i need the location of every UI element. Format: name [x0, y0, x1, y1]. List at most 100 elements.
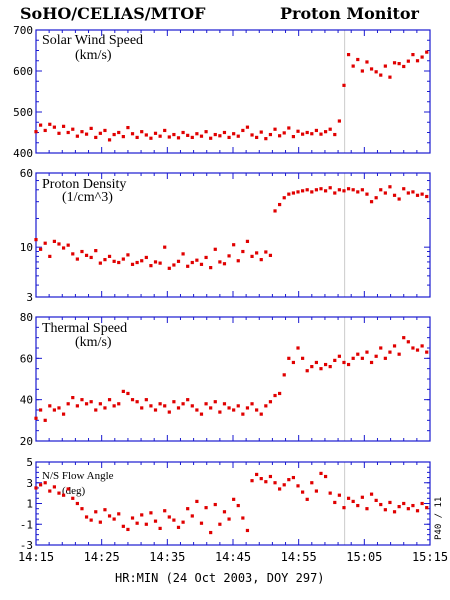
data-point: [117, 260, 121, 265]
panel-title: Solar Wind Speed: [42, 33, 143, 48]
data-point: [282, 373, 286, 377]
data-point: [158, 261, 162, 265]
data-point: [176, 525, 181, 529]
data-point: [158, 526, 162, 530]
data-point: [296, 484, 300, 488]
data-point: [213, 400, 217, 404]
data-point: [232, 243, 236, 247]
data-point: [126, 253, 130, 257]
data-point: [71, 396, 75, 400]
data-point: [34, 130, 38, 134]
data-point: [278, 202, 282, 207]
data-point: [319, 367, 323, 371]
data-point: [61, 124, 66, 128]
data-point: [218, 410, 222, 414]
data-point: [268, 253, 273, 257]
data-point: [227, 517, 231, 521]
data-point: [420, 55, 424, 59]
data-point: [282, 131, 286, 135]
data-point: [250, 402, 254, 406]
data-point: [337, 119, 341, 123]
data-point: [333, 132, 337, 137]
data-point: [241, 516, 245, 520]
data-point: [301, 490, 305, 494]
data-point: [153, 131, 158, 135]
data-point: [144, 398, 148, 402]
data-point: [337, 493, 341, 497]
data-point: [278, 134, 282, 138]
y-tick-label: 400: [13, 147, 33, 160]
data-point: [397, 62, 401, 66]
y-tick-label: -1: [20, 518, 33, 531]
data-point: [112, 517, 116, 521]
data-point: [117, 402, 121, 406]
data-point: [236, 404, 240, 408]
data-point: [121, 389, 125, 393]
data-point: [250, 479, 254, 483]
data-point: [181, 520, 185, 524]
data-point: [351, 188, 355, 192]
data-point: [356, 503, 360, 508]
data-point: [319, 132, 323, 136]
data-point: [360, 356, 364, 360]
data-point: [333, 191, 337, 195]
data-point: [296, 129, 300, 133]
data-point: [388, 75, 392, 79]
data-point: [301, 189, 305, 193]
data-point: [245, 406, 250, 410]
data-point: [103, 508, 107, 512]
data-point: [135, 521, 139, 525]
data-point: [259, 258, 263, 262]
data-point: [190, 404, 194, 408]
data-point: [379, 346, 383, 350]
y-tick-label: 1: [26, 498, 33, 511]
y-tick-label: 700: [13, 24, 33, 37]
data-point: [291, 135, 296, 139]
data-point: [379, 73, 383, 77]
data-point: [130, 516, 135, 520]
data-point: [34, 238, 38, 242]
data-point: [181, 402, 185, 406]
data-point: [328, 186, 332, 190]
data-point: [163, 128, 167, 133]
data-point: [296, 346, 300, 350]
data-point: [388, 500, 392, 505]
data-point: [333, 358, 337, 362]
data-point: [369, 492, 374, 496]
data-point: [264, 480, 268, 484]
data-point: [273, 127, 277, 131]
data-point: [360, 188, 364, 192]
data-point: [98, 261, 102, 265]
data-point: [333, 500, 337, 505]
data-point: [374, 70, 378, 74]
data-point: [369, 67, 374, 71]
data-point: [94, 135, 98, 140]
data-point: [94, 249, 98, 253]
data-point: [48, 122, 52, 126]
data-point: [117, 130, 121, 135]
data-point: [195, 408, 199, 412]
data-point: [374, 354, 378, 358]
data-point: [149, 511, 153, 515]
y-tick-label: 60: [20, 352, 33, 365]
data-point: [190, 260, 194, 265]
data-point: [199, 521, 204, 525]
y-tick-label: 20: [20, 435, 33, 448]
data-point: [291, 475, 296, 480]
data-point: [388, 185, 392, 189]
data-point: [135, 260, 139, 265]
data-point: [204, 255, 208, 260]
data-point: [411, 346, 415, 350]
data-point: [259, 412, 263, 416]
data-point: [144, 133, 148, 137]
data-point: [314, 128, 318, 133]
data-point: [158, 134, 162, 138]
x-tick-label: 15:15: [412, 550, 448, 564]
data-point: [319, 187, 323, 191]
data-point: [84, 253, 89, 257]
data-point: [167, 410, 171, 414]
data-point: [181, 252, 185, 256]
data-point: [186, 507, 190, 511]
